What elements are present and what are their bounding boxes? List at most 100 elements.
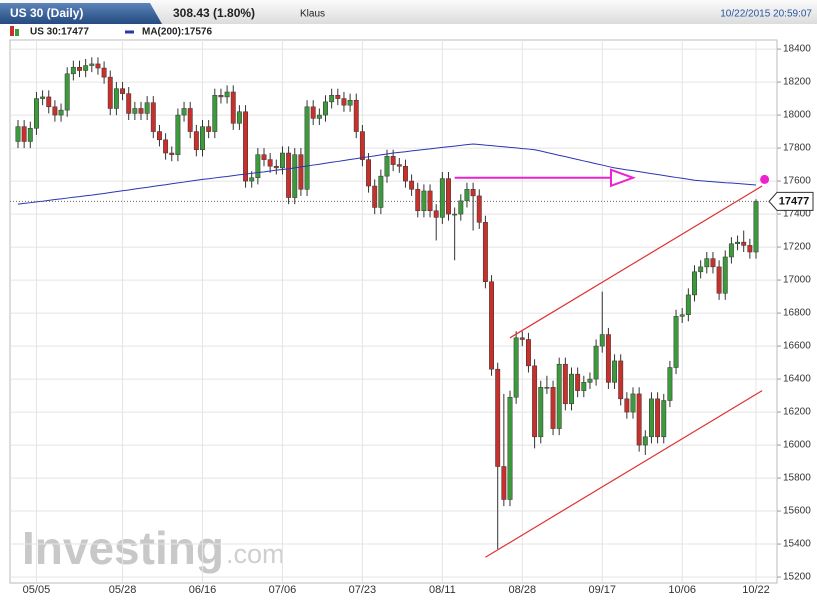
legend-icon bbox=[10, 26, 14, 36]
candle-body bbox=[101, 67, 107, 78]
candle-body bbox=[581, 382, 587, 391]
candle-body bbox=[722, 256, 728, 294]
y-tick-label: 17800 bbox=[783, 143, 811, 154]
candle-body bbox=[618, 360, 624, 400]
candle-body bbox=[181, 108, 187, 116]
legend-label: MA(200):17576 bbox=[142, 27, 212, 38]
candle-body bbox=[46, 96, 52, 108]
arrow-head bbox=[610, 168, 636, 188]
candle-body bbox=[464, 189, 470, 202]
candle-body bbox=[218, 95, 224, 98]
change: 308.43 (1.80%) bbox=[173, 6, 255, 20]
candle-body bbox=[507, 396, 513, 500]
candle-body bbox=[52, 106, 58, 116]
candle-body bbox=[286, 152, 292, 198]
candle-body bbox=[77, 66, 82, 71]
candle-body bbox=[519, 337, 525, 340]
candle-body bbox=[206, 126, 212, 132]
candle-body bbox=[372, 185, 378, 208]
candle-body bbox=[27, 128, 33, 142]
candle-body bbox=[747, 245, 753, 253]
candle-body bbox=[21, 126, 27, 142]
x-tick-label: 05/28 bbox=[109, 584, 137, 596]
candle-body bbox=[255, 154, 261, 179]
candle-body bbox=[409, 180, 415, 190]
candle-body bbox=[347, 99, 353, 106]
candle-body bbox=[636, 393, 642, 446]
legend-icon bbox=[15, 29, 19, 36]
candle-body bbox=[292, 154, 298, 198]
candle-body bbox=[120, 88, 125, 94]
candle-body bbox=[482, 222, 488, 282]
candle-body bbox=[187, 108, 193, 132]
legend-main: US 30:17477 bbox=[30, 27, 89, 38]
y-tick-label: 18400 bbox=[783, 44, 811, 55]
user: Klaus bbox=[300, 9, 325, 20]
candle-body bbox=[612, 360, 617, 383]
candle-body bbox=[526, 339, 531, 367]
candle-body bbox=[138, 108, 144, 114]
y-tick-label: 16200 bbox=[783, 407, 811, 418]
candle-body bbox=[403, 165, 408, 182]
candle-body bbox=[157, 131, 162, 141]
candle-body bbox=[605, 334, 611, 383]
y-tick-label: 18000 bbox=[783, 110, 811, 121]
candle-body bbox=[144, 102, 150, 114]
candle-body bbox=[335, 95, 341, 99]
candle-body bbox=[390, 156, 396, 165]
candle-body bbox=[575, 373, 581, 391]
candle-body bbox=[212, 95, 218, 132]
candle-body bbox=[513, 337, 519, 398]
candle-body bbox=[341, 98, 347, 106]
candle-body bbox=[366, 159, 372, 187]
candle-body bbox=[200, 126, 205, 150]
candle-body bbox=[661, 400, 667, 438]
candle-body bbox=[310, 106, 316, 119]
candle-body bbox=[692, 271, 697, 296]
candle-body bbox=[353, 99, 359, 132]
candle-body bbox=[433, 210, 439, 218]
candle-body bbox=[384, 156, 390, 177]
candle-body bbox=[70, 66, 76, 75]
y-tick-label: 15400 bbox=[783, 539, 811, 550]
candle-body bbox=[753, 201, 759, 253]
candle-body bbox=[532, 365, 538, 438]
x-tick-label: 05/05 bbox=[23, 584, 51, 596]
y-tick-label: 16000 bbox=[783, 440, 811, 451]
candle-body bbox=[83, 65, 89, 71]
candle-body bbox=[236, 111, 242, 124]
candle-body bbox=[587, 378, 593, 383]
y-tick-label: 15600 bbox=[783, 506, 811, 517]
candle-body bbox=[224, 91, 230, 98]
candle-body bbox=[735, 241, 740, 245]
candle-body bbox=[175, 114, 181, 155]
candle-body bbox=[439, 178, 445, 218]
candle-body bbox=[446, 178, 451, 215]
x-tick-label: 10/06 bbox=[668, 584, 696, 596]
candle-body bbox=[667, 367, 673, 401]
candle-body bbox=[495, 368, 501, 467]
candle-body bbox=[95, 63, 101, 69]
candle-body bbox=[150, 102, 156, 132]
candle-body bbox=[501, 466, 507, 500]
candle-body bbox=[538, 387, 544, 438]
x-tick-label: 10/22 bbox=[742, 584, 770, 596]
candle-body bbox=[261, 154, 267, 160]
trend-line bbox=[509, 185, 763, 339]
candle-body bbox=[132, 108, 138, 114]
candle-body bbox=[267, 159, 273, 167]
candle-body bbox=[163, 139, 169, 154]
x-tick-label: 09/17 bbox=[588, 584, 616, 596]
candle-body bbox=[556, 363, 562, 429]
candle-body bbox=[298, 154, 304, 190]
candle-body bbox=[415, 189, 421, 212]
candle-body bbox=[569, 373, 574, 405]
candle-body bbox=[359, 131, 365, 160]
last-price-box bbox=[768, 191, 814, 211]
candle-body bbox=[34, 98, 39, 129]
y-tick-label: 16400 bbox=[783, 374, 811, 385]
candle-body bbox=[169, 152, 175, 155]
candle-body bbox=[243, 111, 249, 182]
candle-body bbox=[421, 190, 427, 212]
